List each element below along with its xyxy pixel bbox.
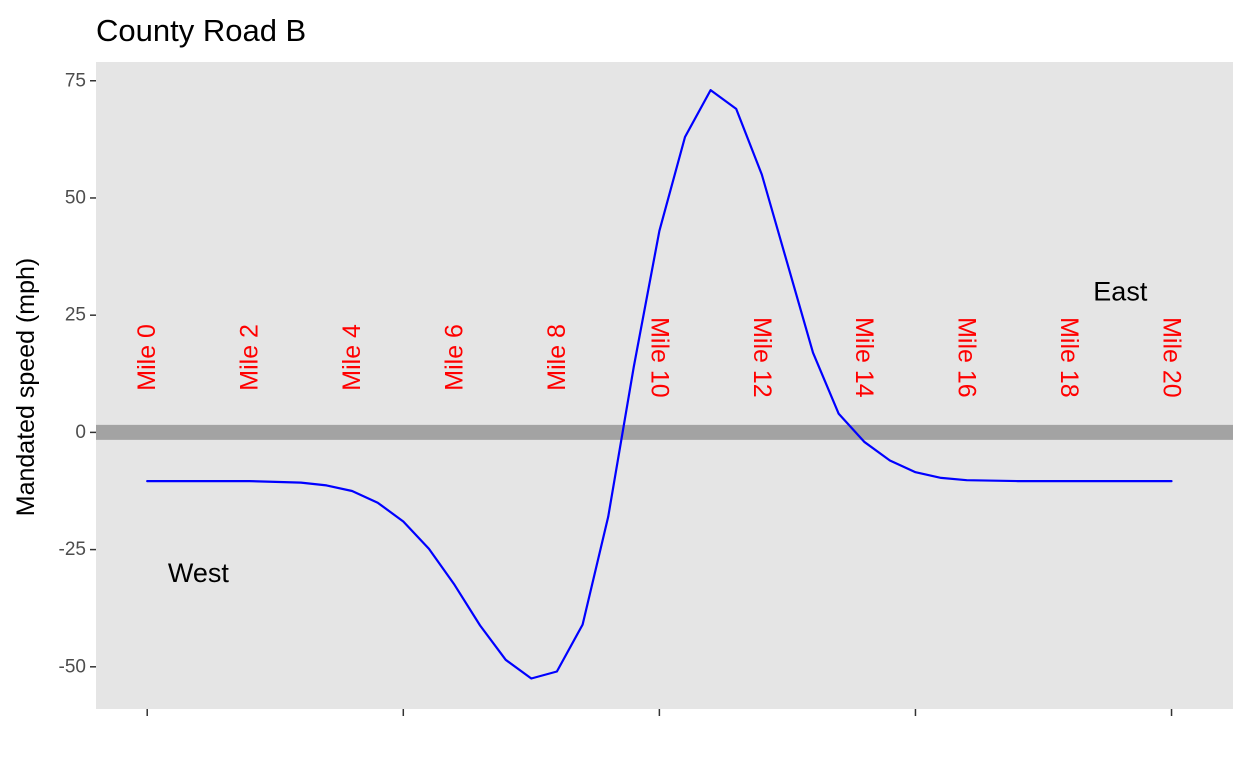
mile-label: Mile 20 [1158,317,1186,398]
y-tick-label: -50 [59,656,86,677]
plot-panel [96,62,1233,709]
mile-label: Mile 18 [1055,317,1083,398]
mile-label: Mile 14 [850,317,878,398]
mile-label: Mile 10 [645,317,673,398]
y-tick-label: 0 [75,422,86,443]
region-label-west: West [168,558,230,588]
mile-label: Mile 0 [133,324,161,391]
y-tick-label: 25 [65,305,86,326]
chart-title: County Road B [96,13,306,48]
mile-label: Mile 6 [441,324,469,391]
y-axis-label: Mandated speed (mph) [12,258,40,516]
series-line [146,89,1173,680]
y-tick-label: 75 [65,70,86,91]
mile-label: Mile 4 [338,324,366,391]
y-tick-label: 50 [65,187,86,208]
mile-label: Mile 2 [236,324,264,391]
mile-label: Mile 12 [748,317,776,398]
mile-label: Mile 8 [543,324,571,391]
mile-label: Mile 16 [953,317,981,398]
y-tick-label: -25 [59,539,86,560]
region-label-east: East [1093,277,1148,307]
